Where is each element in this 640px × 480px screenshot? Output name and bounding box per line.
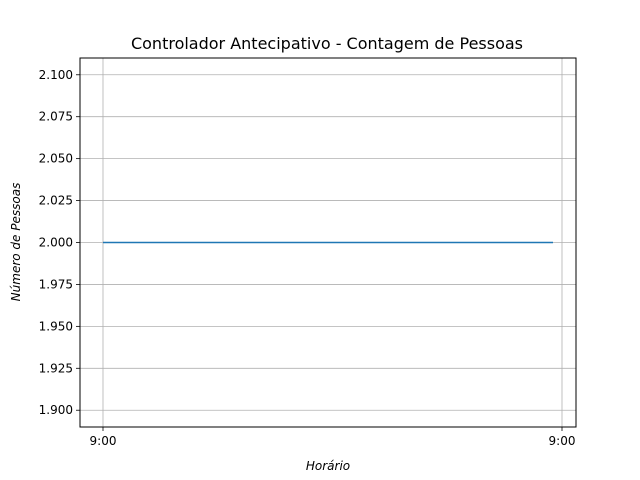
y-axis-label: Número de Pessoas xyxy=(9,183,23,302)
x-axis-ticks: 9:00 9:00 xyxy=(90,427,576,448)
x-tick-label: 9:00 xyxy=(549,434,576,448)
y-tick-label: 2.025 xyxy=(39,194,73,208)
y-tick-label: 2.100 xyxy=(39,68,73,82)
y-tick-label: 1.925 xyxy=(39,361,73,375)
y-tick-label: 2.000 xyxy=(39,236,73,250)
x-axis-label: Horário xyxy=(306,459,350,473)
y-axis-ticks: 1.900 1.925 1.950 1.975 2.000 2.025 2.050 2.075… xyxy=(39,68,80,417)
y-tick-label: 2.050 xyxy=(39,152,73,166)
y-tick-label: 1.900 xyxy=(39,403,73,417)
y-tick-label: 1.950 xyxy=(39,319,73,333)
y-tick-label: 1.975 xyxy=(39,277,73,291)
x-tick-label: 9:00 xyxy=(90,434,117,448)
y-tick-label: 2.075 xyxy=(39,110,73,124)
chart-title: Controlador Antecipativo - Contagem de P… xyxy=(131,34,523,53)
